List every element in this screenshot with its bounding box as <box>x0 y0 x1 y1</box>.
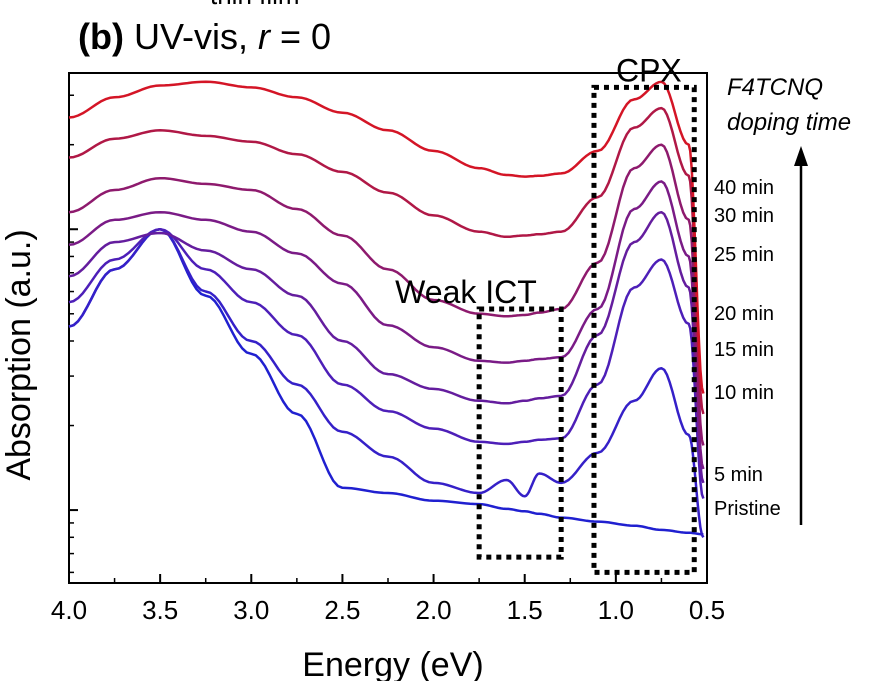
x-tick-label: 4.0 <box>51 595 87 625</box>
doping-arrow-title-line-2: doping time <box>727 109 851 136</box>
series-label: 25 min <box>714 244 774 266</box>
doping-arrow-title-line-1: F4TCNQ <box>727 74 823 101</box>
series-line <box>68 143 705 446</box>
x-tick-label: 1.5 <box>507 595 543 625</box>
panel-label: (b) <box>78 16 124 57</box>
x-tick-label: 0.5 <box>689 595 725 625</box>
series-line <box>68 227 705 499</box>
x-tick-label: 1.0 <box>598 595 634 625</box>
series-label: 10 min <box>714 382 774 404</box>
cpx-box <box>591 84 697 575</box>
x-tick-label: 2.5 <box>324 595 360 625</box>
annotations <box>476 84 697 575</box>
series-line <box>68 210 705 484</box>
series-labels: Pristine 5 min 10 min 15 min 20 min 25 min 30 … <box>714 177 781 520</box>
title-suffix: = 0 <box>280 16 332 57</box>
series-label: 20 min <box>714 303 774 325</box>
x-tick-label: 3.5 <box>142 595 178 625</box>
series-line <box>68 227 705 538</box>
plot-frame <box>68 72 708 584</box>
weak-ict-label: Weak ICT <box>395 274 537 310</box>
axes: 4.0 3.5 3.0 2.5 2.0 1.5 1.0 0.5 <box>51 72 725 625</box>
series-line <box>68 106 705 415</box>
series-label: 30 min <box>714 205 774 227</box>
title-text: UV-vis, <box>133 16 248 57</box>
series-line <box>68 227 704 536</box>
clipped-caption: thin film <box>210 0 300 11</box>
series-line <box>68 180 705 470</box>
doping-time-arrow <box>794 146 808 525</box>
weak-ict-box <box>476 306 564 560</box>
cpx-label: CPX <box>616 52 682 88</box>
series-layer <box>68 80 705 538</box>
series-label: Pristine <box>714 498 781 520</box>
series-label: 5 min <box>714 464 763 486</box>
series-label: 40 min <box>714 177 774 199</box>
x-tick-label: 2.0 <box>415 595 451 625</box>
series-line <box>68 80 705 394</box>
series-label: 15 min <box>714 339 774 361</box>
arrow-head <box>794 146 808 166</box>
chart-title: (b) UV-vis, r = 0 <box>78 16 331 58</box>
y-axis-title: Absorption (a.u.) <box>0 229 38 480</box>
title-variable: r <box>258 16 271 57</box>
x-tick-label: 3.0 <box>233 595 269 625</box>
x-axis-title: Energy (eV) <box>302 646 483 681</box>
